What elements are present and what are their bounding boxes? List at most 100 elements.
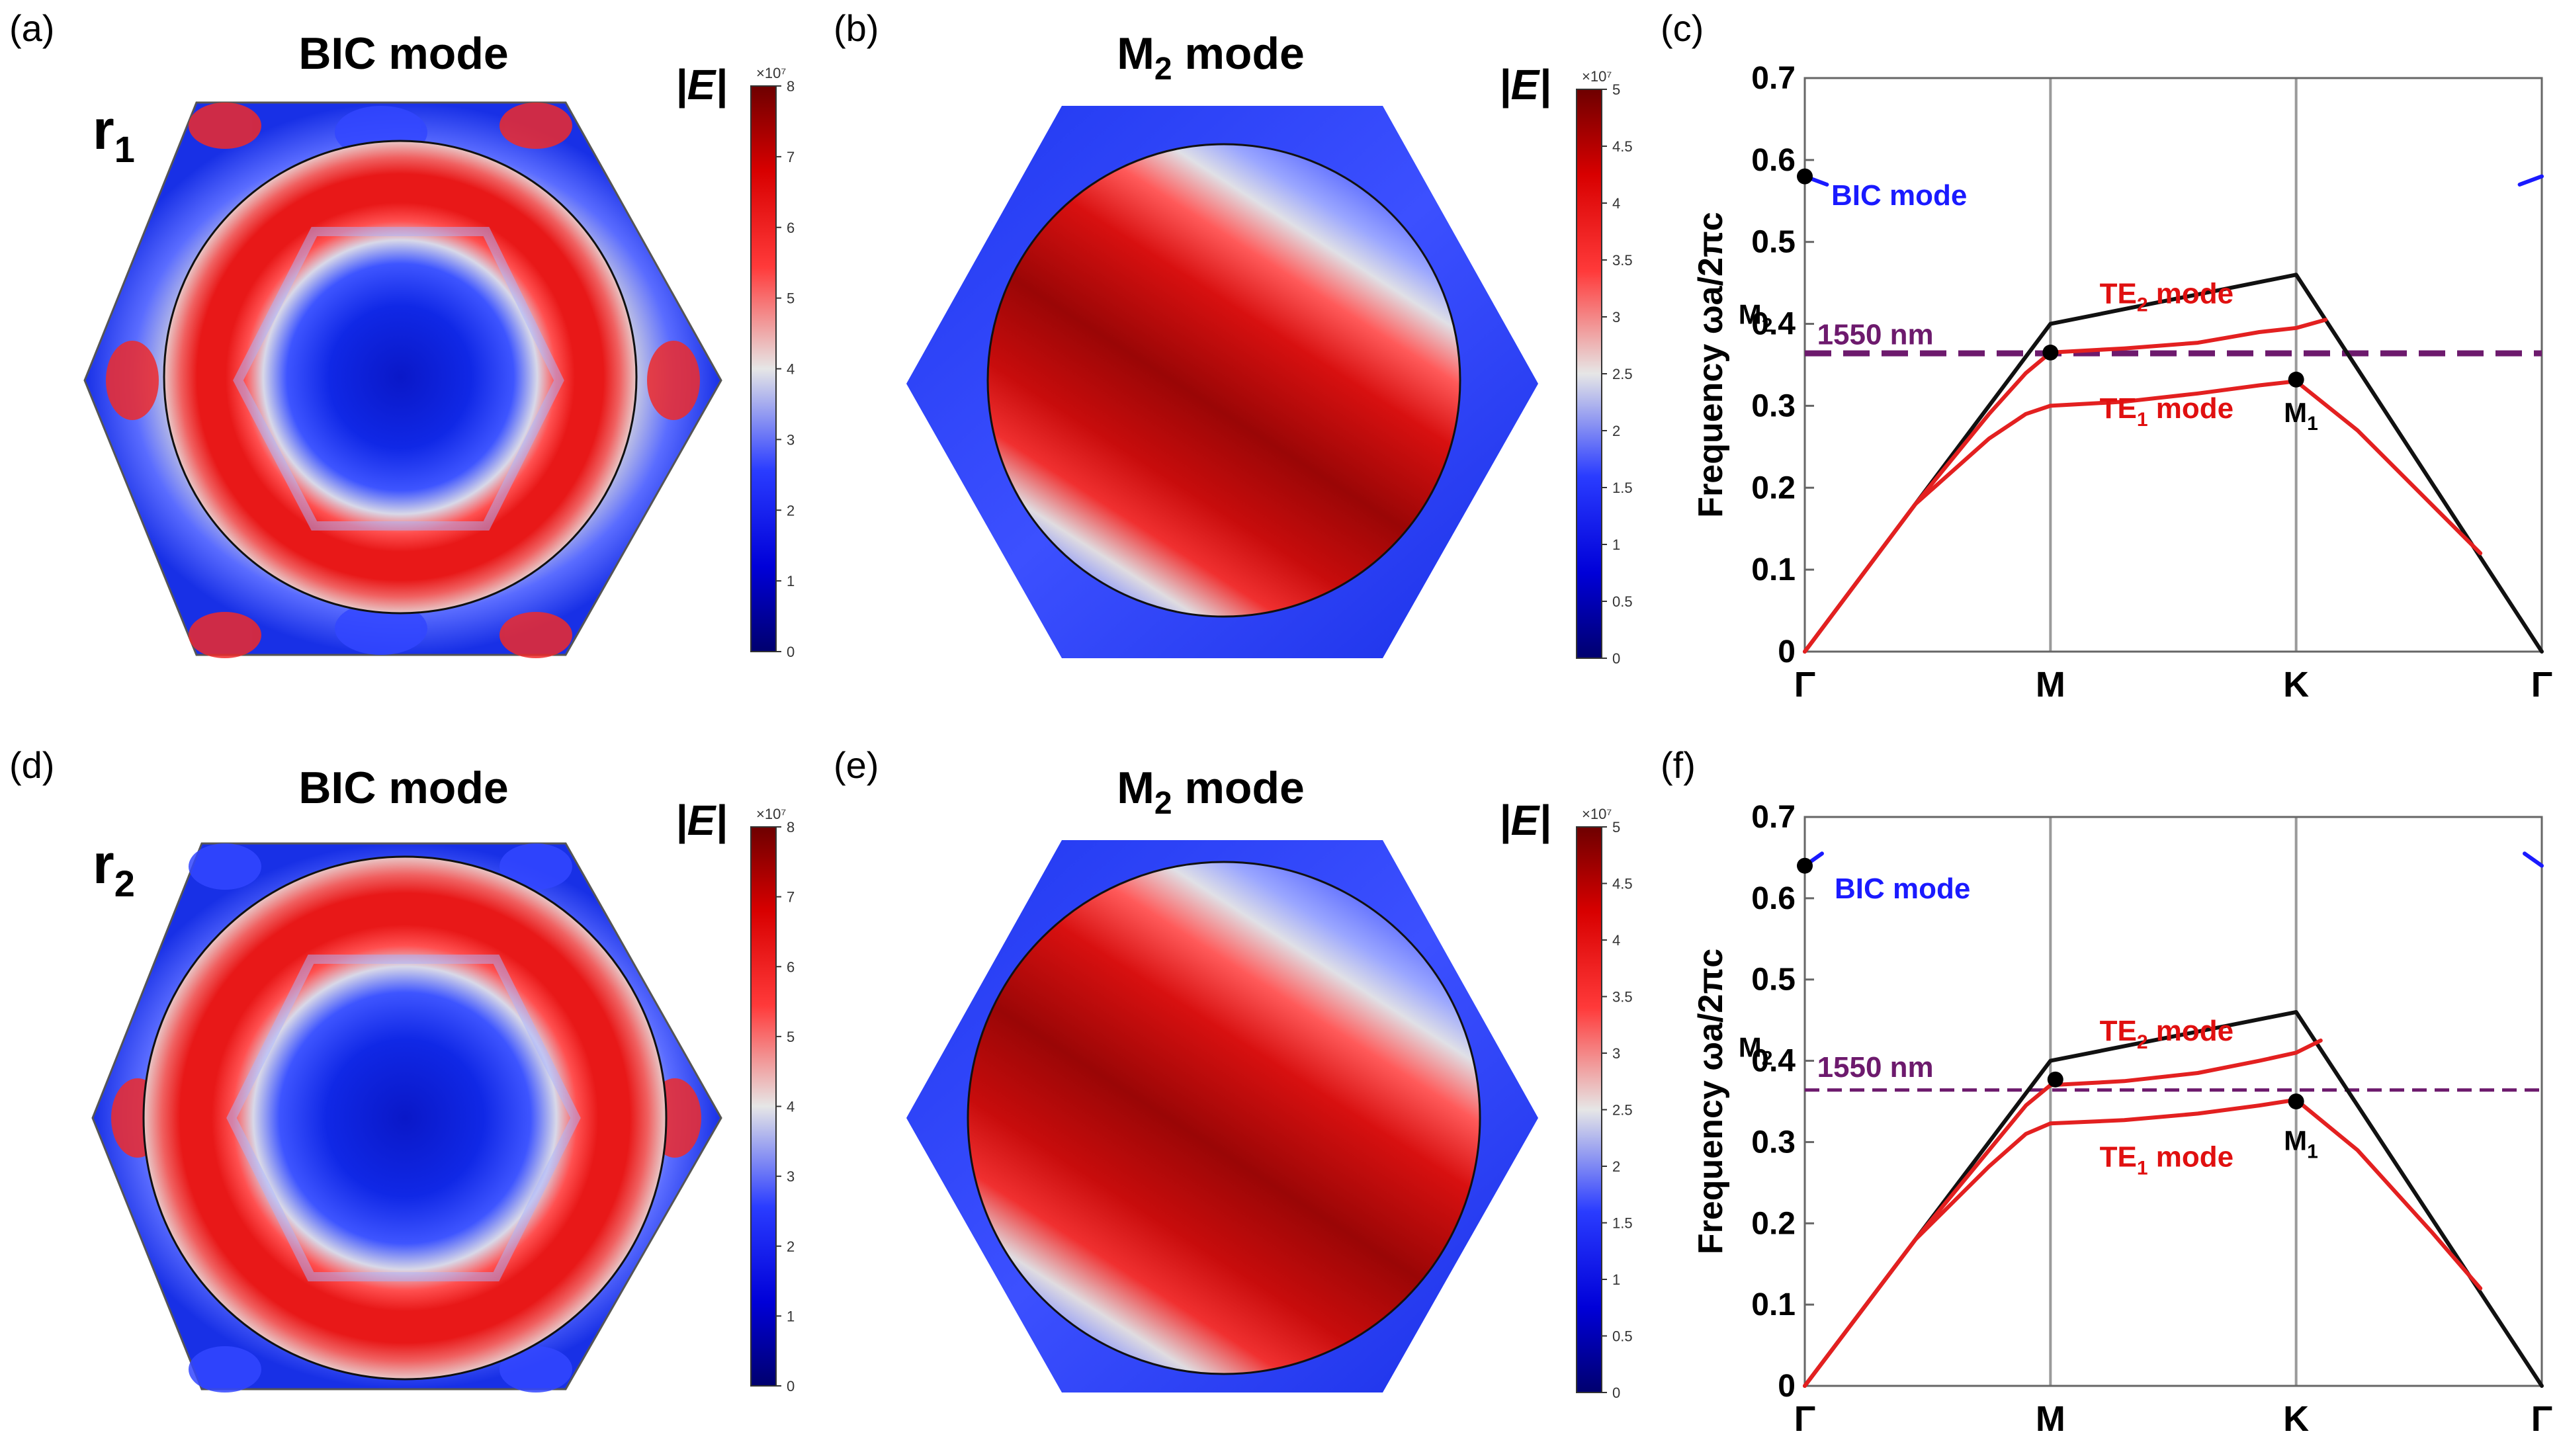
series-bic-mode-right-	[2517, 174, 2544, 187]
annotation-1550nm: 1550 nm	[1817, 1051, 1934, 1084]
series-bic-mode-right-	[2523, 851, 2544, 868]
title-suffix: mode	[1172, 763, 1305, 813]
row-label-main: r	[93, 833, 114, 895]
marker-bic	[1797, 168, 1813, 185]
y-tick-label: 0.1	[1751, 1287, 1796, 1322]
colorbar-tick-label: 5	[787, 1029, 795, 1045]
colorbar-tick-label: 0.5	[1612, 593, 1633, 610]
colorbar-tick-label: 6	[787, 220, 795, 236]
y-tick-label: 0.7	[1751, 61, 1796, 96]
title-suffix: mode	[1172, 28, 1305, 79]
colorbar-tick-label: 4.5	[1612, 876, 1633, 892]
colorbar-tick-label: 0	[1612, 650, 1620, 667]
y-tick-label: 0.2	[1751, 1206, 1796, 1241]
x-tick-label: Γ	[2531, 665, 2552, 705]
rod-circle	[967, 861, 1481, 1375]
colorbar-tick-label: 2.5	[1612, 366, 1633, 382]
y-axis-label: Frequency ωa/2πc	[1692, 949, 1730, 1254]
colorbar-exponent: ×10⁷	[756, 806, 786, 822]
annotation-te1-mode: TE1 mode	[2100, 1140, 2234, 1179]
panel-label: (c)	[1661, 7, 1704, 49]
y-tick-label: 0	[1778, 634, 1796, 669]
plot-frame	[1803, 77, 2543, 653]
y-tick-label: 0.6	[1751, 881, 1796, 916]
colorbar-tick-label: 5	[787, 290, 795, 307]
colorbar-tick-label: 3.5	[1612, 252, 1633, 269]
series-te2-mode	[1803, 318, 2328, 654]
annotation-bic-mode: BIC mode	[1835, 873, 1970, 905]
panel-title: M2 mode	[1117, 28, 1305, 87]
colorbar-gradient	[750, 85, 777, 652]
colorbar-tick-label: 7	[787, 149, 795, 165]
colorbar-tick-label: 4	[787, 361, 795, 378]
x-tick-label: K	[2283, 665, 2309, 705]
y-tick-label: 0.3	[1751, 1125, 1796, 1160]
x-tick-label: K	[2283, 1399, 2309, 1439]
panel-title: M2 mode	[1117, 763, 1305, 821]
series-te1-mode	[1803, 379, 2483, 654]
row-label-main: r	[93, 99, 114, 161]
colorbar-tick-label: 1	[787, 573, 795, 589]
y-tick-label: 0.3	[1751, 388, 1796, 423]
colorbar-tick-label: 2	[1612, 423, 1620, 439]
colorbar-tick-label: 2	[787, 502, 795, 519]
title-main: M	[1117, 763, 1154, 813]
y-axis-label: Frequency ωa/2πc	[1692, 212, 1730, 517]
marker-m1	[2288, 371, 2304, 388]
colorbar-gradient	[1576, 826, 1602, 1393]
y-tick-label: 0.5	[1751, 963, 1796, 998]
x-tick-label: Γ	[1794, 1399, 1815, 1439]
colorbar: ×10⁷ 8 7 6 5 4 3 2 1 0	[750, 65, 795, 660]
x-tick-label: M	[2036, 665, 2065, 705]
colorbar-exponent: ×10⁷	[1582, 806, 1612, 822]
annotation-te1-mode: TE1 mode	[2100, 392, 2234, 431]
colorbar-tick-label: 0.5	[1612, 1328, 1633, 1345]
colorbar: ×10⁷ 8 7 6 5 4 3 2 1 0	[750, 806, 795, 1394]
annotation-1550nm: 1550 nm	[1817, 319, 1934, 351]
colorbar-tick-label: 1.5	[1612, 1215, 1633, 1232]
colorbar-tick-label: 3	[787, 1168, 795, 1185]
y-tick-label: 0.4	[1751, 1044, 1796, 1079]
x-tick-label: M	[2036, 1399, 2065, 1439]
marker-m1	[2288, 1093, 2304, 1109]
rod-circle	[163, 140, 638, 615]
annotation-te2-mode: TE2 mode	[2100, 278, 2234, 316]
row-label-sub: 1	[114, 128, 135, 170]
panel-label: (a)	[9, 7, 54, 49]
colorbar-tick-label: 1	[787, 1308, 795, 1324]
y-tick-label: 0	[1778, 1369, 1796, 1404]
inner-hex-node	[233, 227, 564, 531]
field-quantity-label: |E|	[1499, 61, 1551, 108]
annotation-m1: M1	[2284, 397, 2318, 435]
colorbar-tick-label: 6	[787, 959, 795, 975]
colorbar-tick-label: 5	[1612, 819, 1620, 835]
colorbar-tick-label: 3	[1612, 309, 1620, 325]
field-quantity-label: |E|	[675, 796, 728, 844]
colorbar-gradient	[1576, 89, 1602, 659]
colorbar-tick-label: 2	[787, 1238, 795, 1255]
panel-label: (b)	[834, 7, 879, 49]
row-label: r2	[93, 833, 135, 904]
annotation-bic-mode: BIC mode	[1831, 179, 1967, 212]
colorbar: ×10⁷ 5 4.5 4 3.5 3 2.5 2 1.5 1 0.5 0	[1576, 68, 1633, 667]
colorbar-tick-label: 8	[787, 78, 795, 95]
annotation-m2: M2	[1739, 299, 1773, 337]
annotation-m2: M2	[1739, 1031, 1773, 1069]
panel-b: (b) M2 mode |E| ×10⁷ 54.543.532.521.510.…	[834, 7, 1633, 667]
colorbar-tick-label: 4.5	[1612, 138, 1633, 155]
annotation-te2-mode: TE2 mode	[2100, 1015, 2234, 1053]
colorbar: ×10⁷ 5 4.5 4 3.5 3 2.5 2 1.5 1 0.5 0	[1576, 806, 1633, 1401]
rod-circle	[986, 143, 1461, 618]
rod-circle	[142, 855, 668, 1381]
y-tick-label: 0.2	[1751, 470, 1796, 505]
marker-m2	[2042, 344, 2059, 361]
colorbar-tick-label: 1.5	[1612, 480, 1633, 496]
panel-e: (e) M2 mode |E| ×10⁷ 54.543.532.521.510.…	[834, 744, 1633, 1401]
colorbar-tick-label: 4	[787, 1099, 795, 1115]
y-tick-label: 0.1	[1751, 552, 1796, 587]
row-label-sub: 2	[114, 863, 135, 904]
y-tick-label: 0.5	[1751, 225, 1796, 260]
colorbar-tick-label: 0	[787, 644, 795, 660]
